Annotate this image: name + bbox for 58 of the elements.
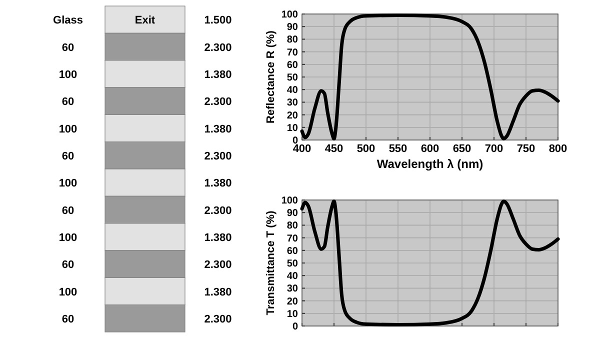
text: 1.380 — [204, 286, 232, 298]
text: Glass — [53, 14, 83, 27]
y-tick-label: 10 — [286, 122, 298, 134]
y-tick-label: 70 — [286, 47, 298, 58]
text: 2.300 — [204, 96, 232, 108]
x-tick-label: 500 — [356, 143, 376, 155]
text: 60 — [62, 204, 74, 217]
text: 1.380 — [204, 68, 232, 81]
y-tick-label: 20 — [286, 110, 298, 122]
text: 2.300 — [204, 150, 232, 162]
text: 100 — [58, 178, 78, 190]
text: 60 — [62, 313, 74, 326]
x-axis-title: Wavelength λ (nm) — [376, 157, 484, 171]
y-tick-label: 40 — [286, 271, 298, 282]
x-tick-label: 450 — [324, 143, 344, 155]
text: 60 — [62, 42, 74, 54]
y-axis-title: Transmittance T (%) — [265, 210, 277, 316]
y-tick-label: 100 — [281, 10, 298, 20]
y-tick-label: 50 — [286, 72, 298, 84]
y-tick-label: 60 — [286, 60, 298, 71]
y-tick-label: 20 — [286, 296, 298, 308]
y-tick-label: 60 — [286, 246, 298, 257]
x-tick-label: 550 — [388, 143, 408, 155]
text: 100 — [58, 286, 78, 298]
x-tick-label: 750 — [516, 143, 536, 155]
y-tick-label: 10 — [286, 308, 298, 320]
y-tick-label: 40 — [286, 85, 298, 96]
y-tick-label: 100 — [281, 196, 298, 206]
text: Exit — [134, 14, 156, 27]
text: 60 — [62, 150, 74, 162]
y-tick-label: 30 — [286, 284, 298, 295]
y-tick-label: 80 — [286, 34, 298, 46]
x-tick-label: 600 — [420, 143, 440, 155]
y-tick-label: 30 — [286, 98, 298, 109]
text: 2.300 — [204, 204, 232, 217]
y-axis-title: Reflectance R (%) — [265, 30, 277, 124]
text: 60 — [62, 259, 74, 272]
text: 1.380 — [204, 232, 232, 244]
text: 100 — [58, 123, 78, 136]
text: 1.380 — [204, 123, 232, 136]
y-tick-label: 0 — [292, 322, 298, 332]
x-tick-label: 650 — [452, 143, 472, 155]
x-tick-label: 700 — [484, 143, 504, 155]
y-tick-label: 90 — [286, 22, 298, 34]
text: 1.380 — [204, 178, 232, 190]
y-tick-label: 90 — [286, 208, 298, 220]
y-tick-label: 80 — [286, 220, 298, 232]
text: 1.500 — [204, 14, 232, 27]
x-tick-label: 800 — [548, 143, 568, 155]
text: 2.300 — [204, 42, 232, 54]
y-tick-label: 70 — [286, 233, 298, 244]
y-tick-label: 50 — [286, 258, 298, 270]
text: 60 — [62, 96, 74, 108]
text: 100 — [58, 232, 78, 244]
x-tick-label: 400 — [292, 143, 312, 155]
text: 100 — [58, 68, 78, 81]
text: 2.300 — [204, 313, 232, 326]
text: 2.300 — [204, 259, 232, 272]
